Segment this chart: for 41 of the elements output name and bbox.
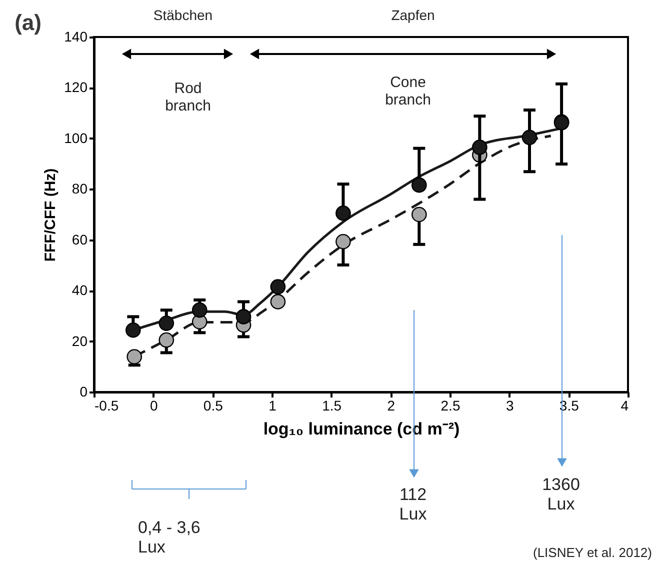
y-axis-title: FFF/CFF (Hz) [42,168,60,262]
x-tick-label: 0 [150,398,158,414]
x-tick-label: 1.5 [322,398,342,414]
point [270,294,286,310]
point [236,309,252,324]
annotation: Cone branch [385,74,431,108]
y-tick-label: 40 [72,282,88,298]
x-tick-label: 3 [506,398,514,414]
x-tick-label: -0.5 [94,398,119,414]
chart-title: (a) [14,10,42,35]
point [411,177,427,193]
point [472,140,488,155]
x-tick-label: 2.5 [440,398,460,414]
point [411,206,427,222]
y-tick-label: 140 [64,28,88,44]
x-tick-label: 4 [620,398,629,414]
y-tick-label: 0 [80,384,88,400]
y-tick-label: 100 [64,130,88,146]
text: Stäbchen [153,7,213,23]
y-tick-label: 60 [72,231,88,248]
point [126,349,142,364]
x-tick-label: 2 [387,398,396,414]
y-tick-label: 20 [72,332,88,349]
text: (LISNEY et al. 2012) [533,545,652,560]
point [336,234,351,250]
text: 1360 Lux [542,475,580,514]
point [336,206,351,221]
text: 112 Lux [399,485,428,524]
point [522,130,538,146]
text: 0,4 - 3,6 Lux [138,518,200,557]
point [158,332,174,348]
text: Zapfen [391,7,435,23]
point [270,279,286,294]
annotation: Rod branch [165,80,211,114]
x-tick-label: 0.5 [203,398,224,414]
y-tick-label: 80 [72,180,88,197]
point [158,316,174,331]
x-tick-label: 1 [268,398,277,414]
y-tick-label: 120 [64,79,88,96]
point [125,322,141,338]
point [192,302,208,318]
